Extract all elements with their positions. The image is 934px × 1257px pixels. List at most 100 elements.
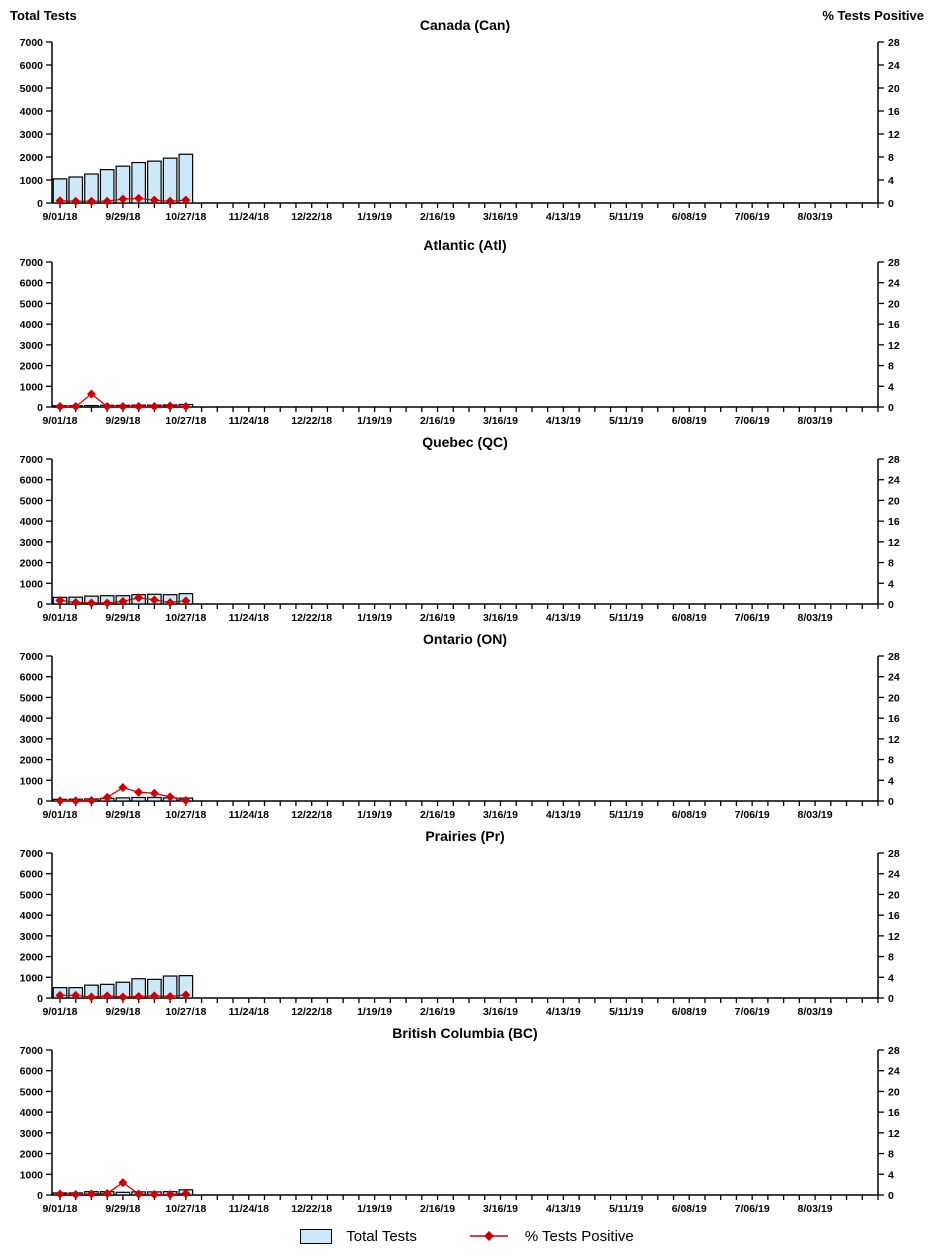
x-tick-label: 10/27/18 xyxy=(165,809,206,821)
diamond-marker xyxy=(181,401,191,411)
right-axis: 0 4 8 12 16 20 24 28 xyxy=(877,1045,900,1202)
right-axis: 0 4 8 12 16 20 24 28 xyxy=(877,454,900,611)
x-tick-label: 4/13/19 xyxy=(546,1203,581,1215)
left-tick-label: 4000 xyxy=(20,713,44,725)
panel-title: Quebec (QC) xyxy=(422,434,508,450)
panel-title: Ontario (ON) xyxy=(423,631,507,647)
pct-positive-line xyxy=(55,990,191,1002)
x-axis: 9/01/18 9/29/18 10/27/18 11/24/18 12/22/18 1/… xyxy=(42,997,879,1018)
x-tick-label: 9/29/18 xyxy=(105,1006,140,1018)
x-axis: 9/01/18 9/29/18 10/27/18 11/24/18 12/22/18 1/… xyxy=(42,603,879,624)
x-tick-label: 5/11/19 xyxy=(609,415,644,427)
x-tick-label: 2/16/19 xyxy=(420,1006,455,1018)
left-axis: 0 1000 2000 3000 4000 5000 6000 7000 xyxy=(20,848,53,1005)
diamond-marker xyxy=(102,401,112,411)
left-tick-label: 0 xyxy=(37,796,43,808)
x-tick-label: 11/24/18 xyxy=(229,1006,269,1018)
right-tick-label: 16 xyxy=(888,516,900,528)
right-tick-label: 20 xyxy=(888,298,900,310)
panel-title: Canada (Can) xyxy=(420,17,510,33)
right-tick-label: 28 xyxy=(888,1045,900,1057)
diamond-marker xyxy=(55,595,65,605)
left-tick-label: 3000 xyxy=(20,129,44,141)
left-tick-label: 0 xyxy=(37,402,43,414)
diamond-marker xyxy=(118,401,128,411)
diamond-marker xyxy=(55,1189,65,1199)
x-tick-label: 1/19/19 xyxy=(357,809,392,821)
right-tick-label: 0 xyxy=(888,993,894,1005)
right-tick-label: 20 xyxy=(888,889,900,901)
diamond-marker xyxy=(118,194,128,204)
x-tick-label: 8/03/19 xyxy=(798,211,833,223)
x-tick-label: 2/16/19 xyxy=(420,415,455,427)
right-tick-label: 28 xyxy=(888,257,900,269)
left-tick-label: 1000 xyxy=(20,578,44,590)
x-tick-label: 3/16/19 xyxy=(483,415,518,427)
left-tick-label: 4000 xyxy=(20,910,44,922)
x-tick-label: 6/08/19 xyxy=(672,1006,707,1018)
diamond-marker xyxy=(149,401,159,411)
diamond-marker xyxy=(86,389,96,399)
right-axis: 0 4 8 12 16 20 24 28 xyxy=(877,37,900,210)
diamond-marker xyxy=(86,1189,96,1199)
left-tick-label: 2000 xyxy=(20,152,44,164)
left-tick-label: 1000 xyxy=(20,775,44,787)
right-tick-label: 12 xyxy=(888,537,900,549)
left-tick-label: 6000 xyxy=(20,672,44,684)
pct-positive-line xyxy=(55,193,191,206)
x-tick-label: 2/16/19 xyxy=(420,211,455,223)
x-tick-label: 2/16/19 xyxy=(420,809,455,821)
right-axis: 0 4 8 12 16 20 24 28 xyxy=(877,257,900,414)
left-tick-label: 6000 xyxy=(20,869,44,881)
x-tick-label: 8/03/19 xyxy=(798,1203,833,1215)
diamond-marker xyxy=(71,1189,81,1199)
diamond-marker xyxy=(181,596,191,606)
diamond-marker xyxy=(86,598,96,608)
x-tick-label: 5/11/19 xyxy=(609,1203,644,1215)
right-tick-label: 24 xyxy=(888,672,900,684)
x-tick-label: 6/08/19 xyxy=(672,809,707,821)
right-tick-label: 4 xyxy=(888,775,894,787)
x-tick-label: 1/19/19 xyxy=(357,211,392,223)
total-tests-bars xyxy=(52,153,194,204)
left-tick-label: 7000 xyxy=(20,257,44,269)
right-tick-label: 28 xyxy=(888,651,900,663)
chart-panel-ontario-on: Ontario (ON) 0 1000 2000 3000 4000 5000 6000 700… xyxy=(20,631,900,821)
right-tick-label: 12 xyxy=(888,1128,900,1140)
diamond-marker xyxy=(165,196,175,206)
right-tick-label: 28 xyxy=(888,848,900,860)
left-tick-label: 1000 xyxy=(20,175,44,187)
x-tick-label: 9/01/18 xyxy=(42,612,77,624)
x-axis: 9/01/18 9/29/18 10/27/18 11/24/18 12/22/18 1/… xyxy=(42,1194,879,1215)
left-tick-label: 2000 xyxy=(20,558,44,570)
x-tick-label: 12/22/18 xyxy=(291,809,332,821)
diamond-marker xyxy=(134,787,144,797)
left-tick-label: 3000 xyxy=(20,734,44,746)
right-tick-label: 8 xyxy=(888,952,894,964)
x-tick-label: 4/13/19 xyxy=(546,809,581,821)
left-axis: 0 1000 2000 3000 4000 5000 6000 7000 xyxy=(20,454,53,611)
x-tick-label: 12/22/18 xyxy=(291,211,332,223)
x-tick-label: 5/11/19 xyxy=(609,809,644,821)
diamond-marker xyxy=(86,795,96,805)
left-tick-label: 1000 xyxy=(20,972,44,984)
left-tick-label: 4000 xyxy=(20,106,44,118)
left-tick-label: 5000 xyxy=(20,83,44,95)
right-tick-label: 16 xyxy=(888,319,900,331)
x-tick-label: 9/29/18 xyxy=(105,809,140,821)
diamond-marker xyxy=(134,991,144,1001)
right-tick-label: 0 xyxy=(888,1190,894,1202)
diamond-marker xyxy=(134,593,144,603)
right-tick-label: 12 xyxy=(888,129,900,141)
left-axis: 0 1000 2000 3000 4000 5000 6000 7000 xyxy=(20,651,53,808)
x-tick-label: 6/08/19 xyxy=(672,211,707,223)
chart-panel-atlantic-atl: Atlantic (Atl) 0 1000 2000 3000 4000 5000 6000 7… xyxy=(20,237,900,427)
x-tick-label: 12/22/18 xyxy=(291,415,332,427)
diamond-marker xyxy=(118,596,128,606)
x-tick-label: 6/08/19 xyxy=(672,612,707,624)
x-axis: 9/01/18 9/29/18 10/27/18 11/24/18 12/22/18 1/… xyxy=(42,406,879,427)
diamond-marker xyxy=(71,401,81,411)
left-axis: 0 1000 2000 3000 4000 5000 6000 7000 xyxy=(20,257,53,414)
diamond-marker xyxy=(134,1189,144,1199)
x-axis: 9/01/18 9/29/18 10/27/18 11/24/18 12/22/18 1/… xyxy=(42,800,879,821)
